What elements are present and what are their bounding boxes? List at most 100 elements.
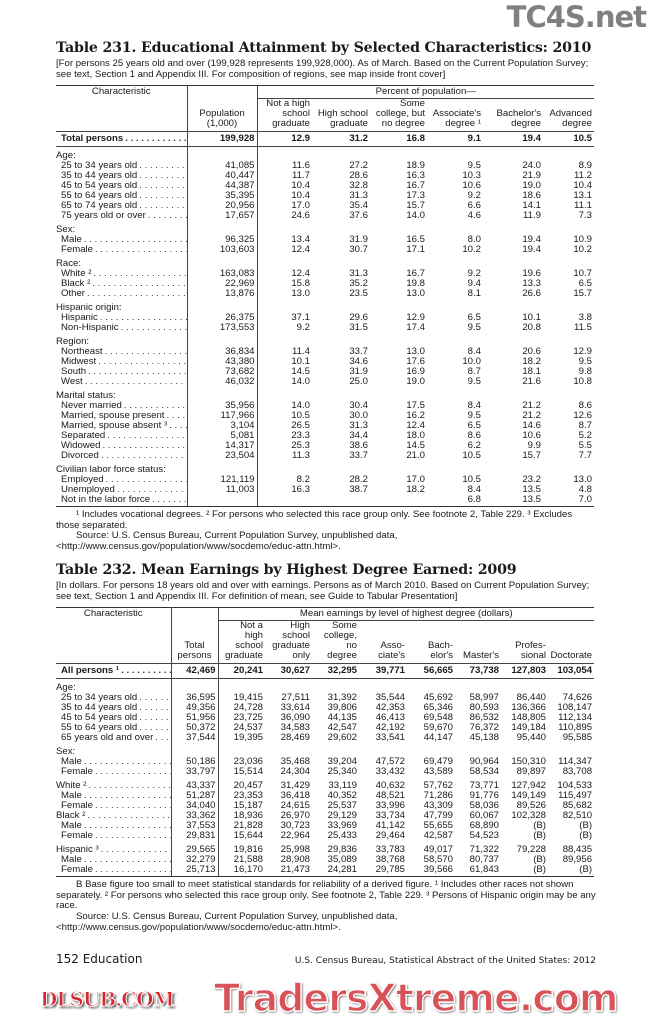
cell-value: 95,585	[562, 733, 593, 744]
cell-value: 51,287	[171, 791, 219, 802]
cell-value: 8.4	[467, 401, 481, 412]
column-header-population: Population (1,000)	[187, 85, 258, 133]
cell-value: 10.5	[291, 411, 310, 422]
row-label: Hispanic	[56, 313, 188, 324]
cell-value: 58,997	[469, 693, 499, 704]
cell-value: 24.6	[291, 211, 310, 222]
cell-value: 35.4	[349, 201, 368, 212]
cell-value	[483, 465, 543, 475]
table-231-notes: ¹ Includes vocational degrees. ² For per…	[56, 509, 596, 552]
row-spacer	[56, 333, 594, 338]
cell-value: 12.4	[291, 269, 310, 280]
cell-value	[359, 683, 407, 693]
cell-value: 19.4	[522, 235, 541, 246]
cell-value: 21.6	[522, 377, 541, 388]
cell-value: 25,713	[171, 865, 219, 878]
dot-leader	[102, 441, 186, 451]
table-row: White ² 43,337 20,457 31,429 33,119 40,632 57,…	[56, 781, 594, 792]
cell-value: 43,589	[423, 767, 453, 778]
table-row: Black ² 22,969 15.8 35.2 19.8 9.4 13.3 6.5	[56, 279, 594, 290]
cell-value: 150,310	[511, 757, 546, 768]
dot-leader	[84, 235, 186, 245]
cell-value: 40,632	[375, 781, 405, 792]
column-header: Not a high school graduate	[266, 98, 310, 130]
cell-value: 10.1	[522, 313, 541, 324]
cell-value: 31,429	[280, 781, 310, 792]
cell-value: 21.2	[522, 411, 541, 422]
row-label-wrap: White ²	[56, 269, 186, 279]
column-header: Profes- sional	[515, 640, 546, 662]
cell-value	[370, 391, 427, 401]
cell-value: (B)	[533, 855, 546, 866]
row-label: Widowed	[56, 441, 188, 452]
cell-value: 69,479	[423, 757, 453, 768]
cell-value: 10.2	[573, 245, 592, 256]
row-label-wrap: Married, spouse absent ³	[56, 421, 186, 431]
column-header: Advanced degree	[549, 108, 592, 130]
cell-value: 38,768	[375, 855, 405, 866]
cell-value: 42,587	[423, 831, 453, 842]
cell-value: 6.5	[467, 421, 481, 432]
cell-value: 14.0	[291, 401, 310, 412]
dot-leader	[155, 733, 170, 743]
table-row: Not in the labor force 6.813.57.0	[56, 495, 594, 508]
cell-value: 21,828	[233, 821, 263, 832]
table-row: Female 103,603 12.4 30.7 17.1 10.2 19.4 10.2	[56, 245, 594, 256]
row-label-text: Female	[61, 801, 93, 812]
row-label-wrap: 45 to 54 years old	[56, 713, 170, 723]
cell-value: 74,626	[562, 693, 593, 704]
cell-value	[483, 259, 543, 269]
cell-value	[257, 391, 312, 401]
cell-value: 46,413	[375, 713, 405, 724]
cell-value: 20.8	[522, 323, 541, 334]
cell-value: 18.1	[522, 367, 541, 378]
column-header: High school graduate	[317, 108, 368, 130]
cell-value: 68,890	[469, 821, 499, 832]
cell-value: 16.7	[406, 269, 425, 280]
row-label-text: 35 to 44 years old	[61, 703, 138, 714]
cell-value: 8.7	[578, 421, 592, 432]
row-label-wrap: 35 to 44 years old	[56, 703, 170, 714]
cell-value: 15.7	[406, 201, 425, 212]
cell-value: 34.4	[349, 431, 368, 442]
cell-value: 33,432	[375, 767, 405, 778]
cell-value: 8.6	[578, 401, 592, 412]
cell-value	[370, 303, 427, 313]
cell-value: 83,708	[562, 767, 593, 778]
row-label-text: Hispanic ³	[56, 845, 99, 856]
cell-value: 44,147	[423, 733, 453, 744]
cell-value: 36,595	[171, 693, 219, 704]
row-label: 25 to 34 years old	[56, 161, 188, 172]
row-spacer	[56, 221, 594, 226]
cell-value: 9.2	[467, 269, 481, 280]
cell-value: 8.4	[467, 347, 481, 358]
cell-value: 26.5	[291, 421, 310, 432]
cell-value: 173,553	[187, 323, 258, 334]
dot-leader	[107, 431, 186, 441]
table-row: 65 years old and over 37,544 19,395 28,469 2…	[56, 733, 594, 744]
cell-value: 25,433	[327, 831, 357, 842]
dot-leader	[121, 666, 170, 676]
column-header: Master's	[463, 650, 499, 662]
row-label-wrap: 45 to 54 years old	[56, 181, 186, 191]
cell-value: 19,395	[233, 733, 263, 744]
cell-value: (B)	[533, 821, 546, 832]
cell-value	[265, 683, 312, 693]
cell-value	[257, 303, 312, 313]
cell-value: 11.2	[574, 171, 592, 182]
column-header: Doctorate	[550, 650, 593, 662]
cell-value: 42,353	[375, 703, 405, 714]
row-label-text: Sex:	[56, 225, 76, 236]
row-label-text: Divorced	[61, 451, 99, 462]
dot-leader	[87, 289, 186, 299]
row-label: 45 to 54 years old	[56, 181, 188, 192]
row-label-text: Male	[61, 821, 82, 832]
row-label-wrap: 65 years old and over	[56, 733, 170, 743]
cell-value	[370, 465, 427, 475]
cell-value: 33,541	[375, 733, 405, 744]
cell-value: 19,415	[233, 693, 263, 704]
cell-value: 43,309	[423, 801, 453, 812]
cell-value: 8.9	[578, 161, 592, 172]
cell-value: 29,836	[327, 845, 357, 856]
cell-value: 4.6	[467, 211, 481, 222]
